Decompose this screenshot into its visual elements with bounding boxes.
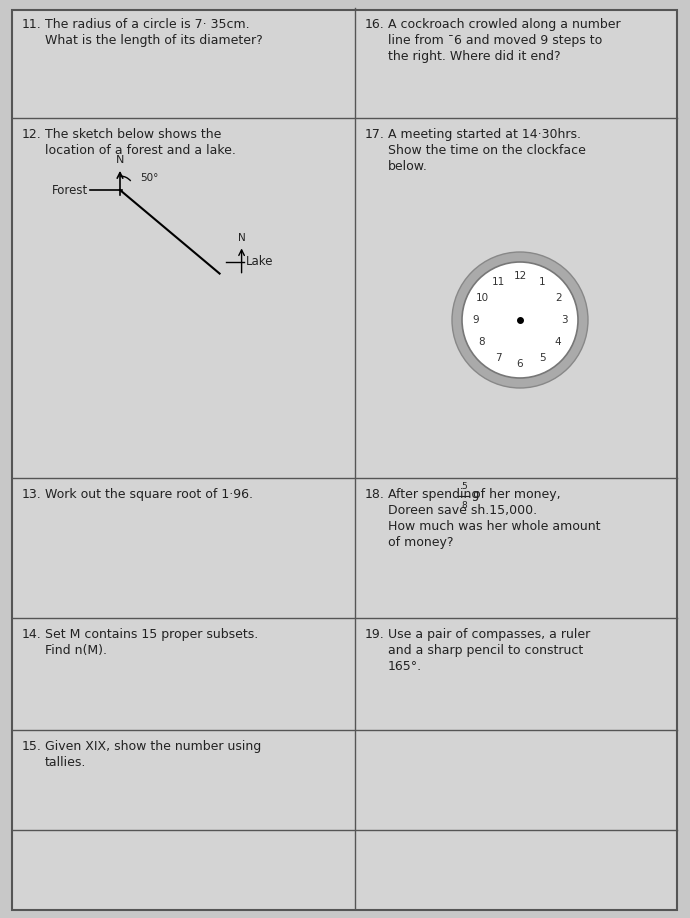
Text: 8: 8: [479, 337, 485, 347]
Text: Show the time on the clockface: Show the time on the clockface: [388, 144, 586, 157]
Text: 2: 2: [555, 293, 562, 303]
Text: 19.: 19.: [365, 628, 385, 641]
Text: of her money,: of her money,: [473, 488, 560, 501]
Text: Set M contains 15 proper subsets.: Set M contains 15 proper subsets.: [45, 628, 258, 641]
Text: Forest: Forest: [52, 184, 88, 196]
Text: N: N: [238, 232, 246, 242]
Text: 5: 5: [461, 482, 467, 491]
Text: location of a forest and a lake.: location of a forest and a lake.: [45, 144, 236, 157]
Text: Work out the square root of 1·96.: Work out the square root of 1·96.: [45, 488, 253, 501]
Text: 4: 4: [555, 337, 562, 347]
Text: 50°: 50°: [140, 173, 159, 183]
Text: 16.: 16.: [365, 18, 385, 31]
Text: The sketch below shows the: The sketch below shows the: [45, 128, 221, 141]
Text: How much was her whole amount: How much was her whole amount: [388, 520, 600, 533]
Text: 12.: 12.: [22, 128, 42, 141]
Text: 11: 11: [491, 277, 504, 287]
Text: 1: 1: [539, 277, 545, 287]
Text: The radius of a circle is 7· 35cm.: The radius of a circle is 7· 35cm.: [45, 18, 250, 31]
Text: What is the length of its diameter?: What is the length of its diameter?: [45, 34, 263, 47]
Text: below.: below.: [388, 160, 428, 173]
Text: Use a pair of compasses, a ruler: Use a pair of compasses, a ruler: [388, 628, 590, 641]
Text: 7: 7: [495, 353, 502, 364]
Text: After spending: After spending: [388, 488, 480, 501]
Text: 12: 12: [513, 271, 526, 281]
Text: A cockroach crowled along a number: A cockroach crowled along a number: [388, 18, 620, 31]
Text: 9: 9: [473, 315, 480, 325]
Text: 165°.: 165°.: [388, 660, 422, 673]
Text: 14.: 14.: [22, 628, 42, 641]
Text: 13.: 13.: [22, 488, 42, 501]
Circle shape: [452, 252, 588, 388]
Text: the right. Where did it end?: the right. Where did it end?: [388, 50, 560, 63]
Text: of money?: of money?: [388, 536, 453, 549]
Text: 8: 8: [461, 501, 467, 510]
Text: 11.: 11.: [22, 18, 42, 31]
Text: 3: 3: [561, 315, 567, 325]
Text: Given XIX, show the number using: Given XIX, show the number using: [45, 740, 262, 753]
Text: 17.: 17.: [365, 128, 385, 141]
Text: tallies.: tallies.: [45, 756, 86, 769]
Text: Doreen save sh.15,000.: Doreen save sh.15,000.: [388, 504, 537, 517]
Text: 10: 10: [475, 293, 489, 303]
Text: 6: 6: [517, 359, 523, 369]
Text: line from ¯6 and moved 9 steps to: line from ¯6 and moved 9 steps to: [388, 34, 602, 47]
Text: 18.: 18.: [365, 488, 385, 501]
Text: 5: 5: [539, 353, 545, 364]
Circle shape: [462, 262, 578, 378]
Text: N: N: [116, 155, 124, 165]
Text: 15.: 15.: [22, 740, 42, 753]
Text: Find n(M).: Find n(M).: [45, 644, 107, 657]
Text: Lake: Lake: [246, 255, 273, 268]
Text: A meeting started at 14·30hrs.: A meeting started at 14·30hrs.: [388, 128, 581, 141]
Text: and a sharp pencil to construct: and a sharp pencil to construct: [388, 644, 583, 657]
